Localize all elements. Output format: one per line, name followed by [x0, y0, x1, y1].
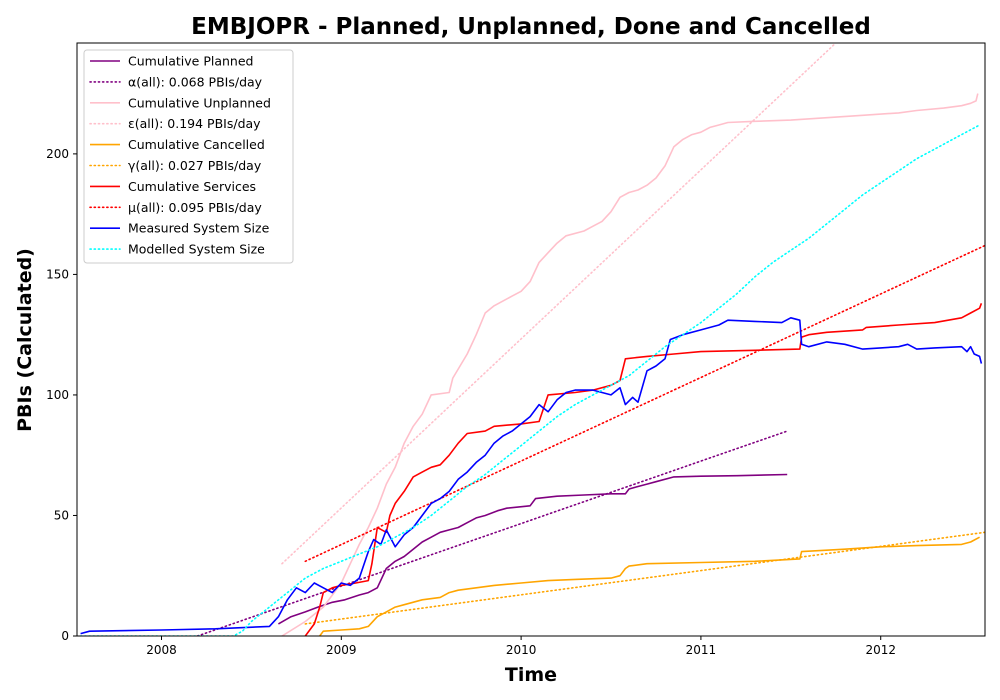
x-axis: 2008 2009 2010 2011 2012 [146, 636, 896, 657]
series-line-3 [281, 43, 837, 565]
legend-label: Cumulative Cancelled [128, 137, 265, 152]
series-line-5 [304, 531, 985, 625]
legend-label: Modelled System Size [128, 242, 265, 257]
y-tick-label: 100 [46, 388, 69, 402]
y-tick-label: 50 [54, 508, 69, 522]
legend-label: μ(all): 0.095 PBIs/day [128, 200, 262, 215]
x-tick-label: 2009 [326, 643, 357, 657]
chart-title: EMBJOPR - Planned, Unplanned, Done and C… [191, 14, 871, 40]
legend-label: Cumulative Planned [128, 54, 253, 69]
legend-label: Measured System Size [128, 221, 270, 236]
x-tick-label: 2010 [506, 643, 537, 657]
series-line-7 [304, 244, 985, 563]
series-line-1 [196, 430, 788, 636]
series-line-6 [304, 303, 983, 636]
series-line-2 [281, 93, 979, 636]
legend-label: α(all): 0.068 PBIs/day [128, 74, 263, 89]
series-line-9 [79, 124, 981, 636]
y-tick-label: 150 [46, 267, 69, 281]
x-tick-label: 2008 [146, 643, 177, 657]
plot-frame [76, 42, 986, 637]
y-axis-label: PBIs (Calculated) [14, 248, 36, 432]
series-line-8 [80, 317, 983, 635]
legend-label: Cumulative Services [128, 179, 256, 194]
legend-label: ε(all): 0.194 PBIs/day [128, 116, 261, 131]
x-axis-label: Time [505, 664, 557, 686]
legend-box [83, 49, 294, 264]
legend-label: γ(all): 0.027 PBIs/day [128, 158, 262, 173]
legend-label: Cumulative Unplanned [128, 95, 271, 110]
x-tick-label: 2012 [865, 643, 896, 657]
y-axis: 0 50 100 150 200 [46, 147, 77, 643]
series-line-4 [319, 536, 980, 636]
legend: Cumulative Planned α(all): 0.068 PBIs/day… [83, 49, 294, 264]
x-tick-label: 2011 [686, 643, 717, 657]
y-tick-label: 200 [46, 147, 69, 161]
series-layer [79, 43, 985, 636]
y-tick-label: 0 [61, 629, 69, 643]
series-line-0 [278, 473, 788, 625]
